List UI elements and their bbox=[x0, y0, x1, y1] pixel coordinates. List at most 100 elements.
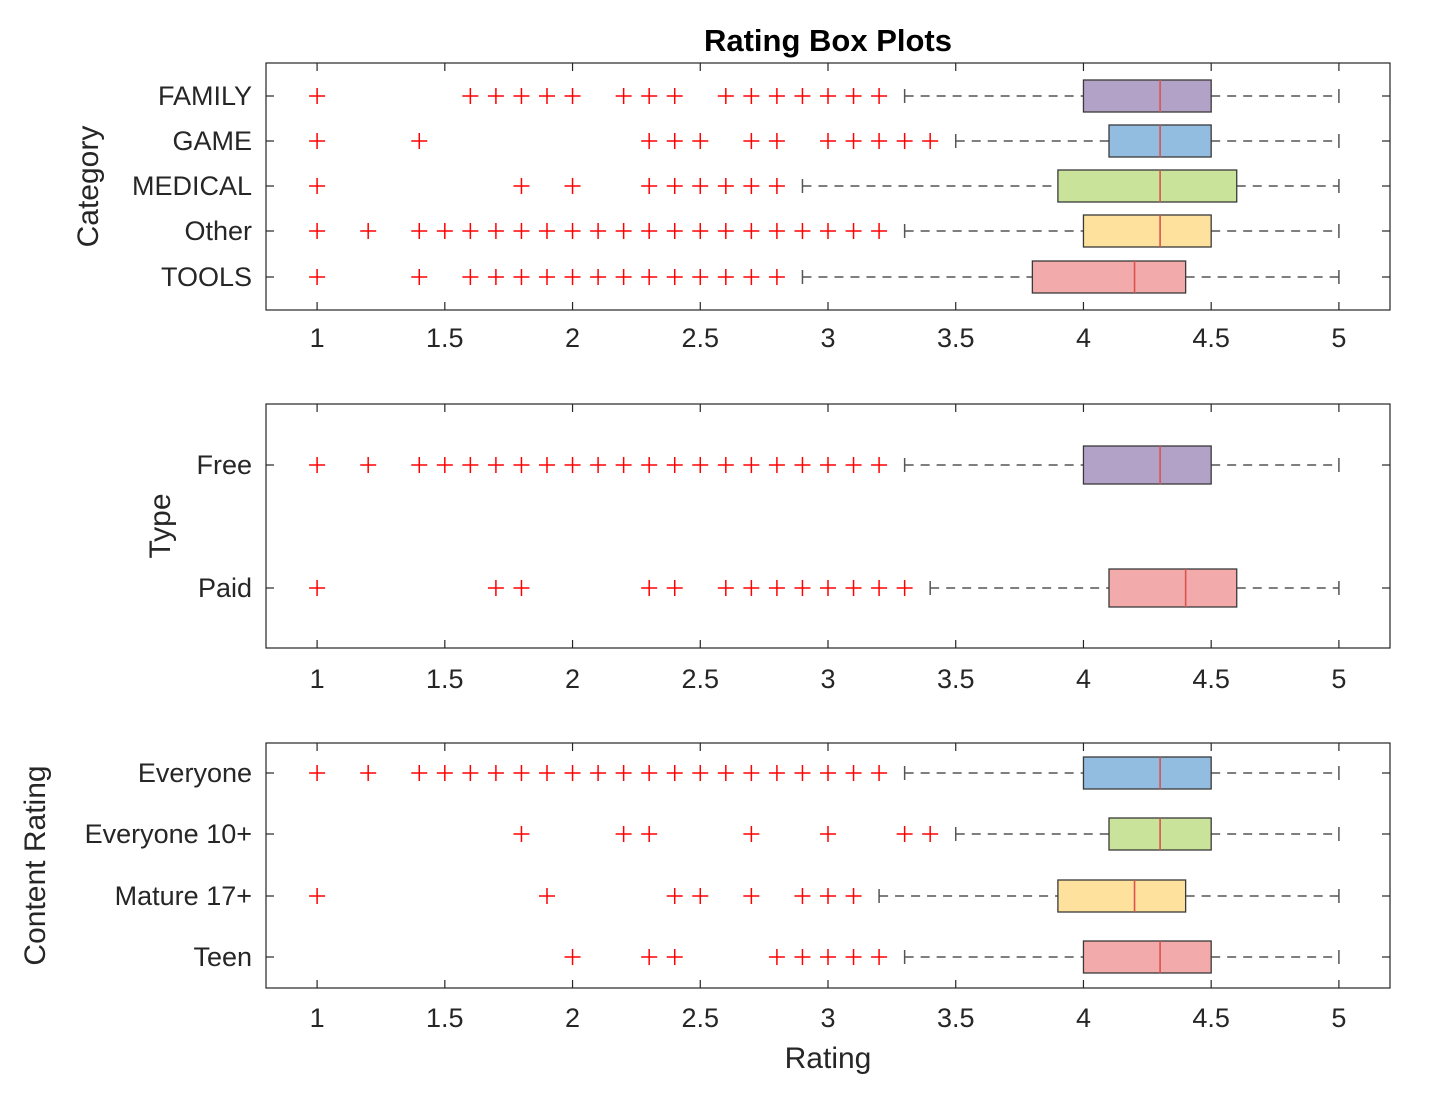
outlier-marker bbox=[717, 223, 734, 239]
outlier-marker bbox=[539, 457, 555, 473]
x-tick-label: 1 bbox=[310, 1003, 325, 1033]
box bbox=[1082, 79, 1212, 113]
box bbox=[1031, 260, 1187, 294]
y-axis-title: Content Rating bbox=[19, 765, 52, 965]
x-tick-label: 1 bbox=[310, 323, 325, 353]
outlier-marker bbox=[564, 223, 581, 239]
box bbox=[1082, 445, 1212, 485]
outlier-marker bbox=[717, 88, 734, 104]
box-row-tools: TOOLS bbox=[161, 260, 1390, 294]
outlier-marker bbox=[641, 133, 658, 149]
outlier-marker bbox=[692, 457, 709, 473]
y-axis-title: Category bbox=[72, 126, 105, 248]
outlier-marker bbox=[539, 223, 555, 239]
outlier-marker bbox=[564, 178, 581, 194]
x-tick-label: 2 bbox=[565, 664, 580, 694]
outlier-marker bbox=[820, 826, 836, 842]
outlier-marker bbox=[615, 826, 632, 842]
category-label: Mature 17+ bbox=[115, 881, 252, 911]
category-label: FAMILY bbox=[158, 81, 252, 111]
box bbox=[1082, 940, 1212, 974]
outlier-marker bbox=[309, 765, 326, 781]
outlier-marker bbox=[820, 223, 836, 239]
outlier-marker bbox=[411, 133, 428, 149]
outlier-marker bbox=[360, 457, 377, 473]
x-tick-label: 3.5 bbox=[937, 1003, 975, 1033]
outlier-marker bbox=[743, 888, 760, 904]
outlier-marker bbox=[845, 457, 862, 473]
outlier-marker bbox=[845, 133, 862, 149]
box-row-free: Free bbox=[196, 445, 1390, 485]
outlier-marker bbox=[666, 269, 683, 285]
outlier-marker bbox=[743, 457, 760, 473]
outlier-marker bbox=[845, 88, 862, 104]
outlier-marker bbox=[692, 178, 709, 194]
outlier-marker bbox=[692, 765, 709, 781]
outlier-marker bbox=[666, 88, 683, 104]
outlier-marker bbox=[794, 88, 811, 104]
outlier-marker bbox=[768, 949, 785, 965]
outlier-marker bbox=[845, 580, 862, 596]
outlier-marker bbox=[692, 269, 709, 285]
x-axis-title: Rating bbox=[785, 1042, 872, 1075]
outlier-marker bbox=[462, 765, 479, 781]
outlier-marker bbox=[871, 949, 888, 965]
x-tick-label: 3 bbox=[820, 1003, 835, 1033]
outlier-marker bbox=[871, 88, 888, 104]
category-label: Paid bbox=[198, 573, 252, 603]
outlier-marker bbox=[462, 457, 479, 473]
outlier-marker bbox=[768, 88, 785, 104]
outlier-marker bbox=[615, 88, 632, 104]
figure-title: Rating Box Plots bbox=[704, 23, 952, 58]
box-row-medical: MEDICAL bbox=[132, 169, 1390, 203]
x-tick-label: 4 bbox=[1076, 1003, 1091, 1033]
outlier-marker bbox=[666, 223, 683, 239]
x-tick-label: 1.5 bbox=[426, 664, 464, 694]
outlier-marker bbox=[794, 765, 811, 781]
outlier-marker bbox=[845, 765, 862, 781]
outlier-marker bbox=[794, 949, 811, 965]
x-tick-label: 5 bbox=[1331, 664, 1346, 694]
outlier-marker bbox=[513, 580, 530, 596]
outlier-marker bbox=[743, 133, 760, 149]
outlier-marker bbox=[743, 765, 760, 781]
outlier-marker bbox=[794, 888, 811, 904]
outlier-marker bbox=[666, 580, 683, 596]
outlier-marker bbox=[539, 269, 555, 285]
x-tick-label: 5 bbox=[1331, 323, 1346, 353]
outlier-marker bbox=[768, 457, 785, 473]
outlier-marker bbox=[666, 949, 683, 965]
outlier-marker bbox=[513, 178, 530, 194]
x-tick-label: 4.5 bbox=[1192, 1003, 1230, 1033]
category-label: Everyone 10+ bbox=[85, 819, 252, 849]
outlier-marker bbox=[871, 457, 888, 473]
outlier-marker bbox=[309, 133, 326, 149]
x-tick-label: 2 bbox=[565, 323, 580, 353]
outlier-marker bbox=[309, 580, 326, 596]
outlier-marker bbox=[436, 457, 453, 473]
outlier-marker bbox=[539, 888, 555, 904]
outlier-marker bbox=[717, 580, 734, 596]
outlier-marker bbox=[922, 133, 939, 149]
x-tick-label: 2 bbox=[565, 1003, 580, 1033]
box-row-other: Other bbox=[184, 214, 1390, 248]
outlier-marker bbox=[820, 888, 836, 904]
outlier-marker bbox=[641, 88, 658, 104]
outlier-marker bbox=[590, 269, 607, 285]
outlier-marker bbox=[360, 223, 377, 239]
category-label: Other bbox=[184, 216, 252, 246]
box-row-family: FAMILY bbox=[158, 79, 1390, 113]
x-tick-label: 1.5 bbox=[426, 323, 464, 353]
outlier-marker bbox=[309, 888, 326, 904]
outlier-marker bbox=[768, 765, 785, 781]
outlier-marker bbox=[743, 826, 760, 842]
outlier-marker bbox=[590, 457, 607, 473]
outlier-marker bbox=[871, 580, 888, 596]
outlier-marker bbox=[871, 765, 888, 781]
outlier-marker bbox=[411, 269, 428, 285]
outlier-marker bbox=[666, 133, 683, 149]
outlier-marker bbox=[411, 765, 428, 781]
outlier-marker bbox=[309, 88, 326, 104]
outlier-marker bbox=[360, 765, 377, 781]
